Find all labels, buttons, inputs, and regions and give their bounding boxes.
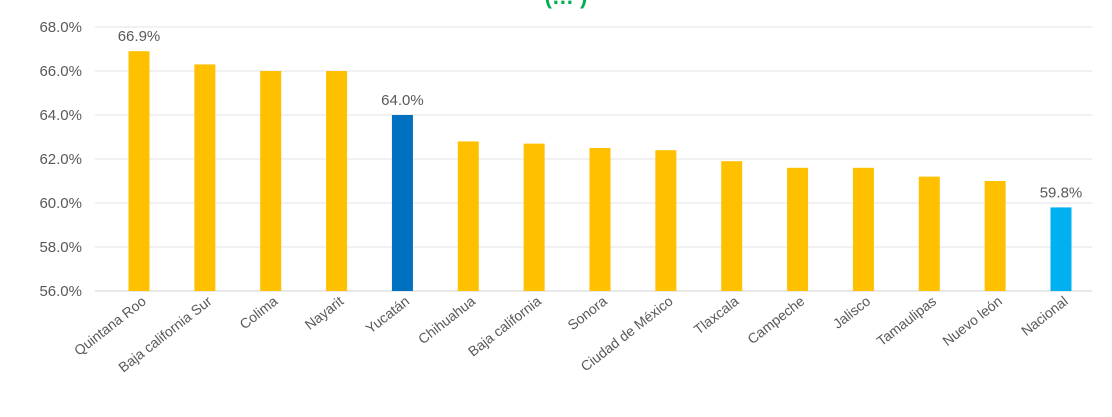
bar: [326, 71, 348, 291]
bar: [128, 51, 150, 292]
x-tick-label: Tamaulipas: [873, 293, 939, 349]
bar: [721, 161, 743, 291]
x-tick-label: Sonora: [564, 293, 610, 334]
y-tick-label: 58.0%: [39, 239, 82, 256]
x-tick-label: Jalisco: [830, 293, 874, 332]
y-tick-label: 62.0%: [39, 151, 82, 168]
bar: [787, 167, 809, 291]
y-tick-label: 64.0%: [39, 107, 82, 124]
x-tick-label: Chihuahua: [415, 293, 478, 347]
data-label: 66.9%: [118, 28, 161, 45]
bar: [391, 115, 413, 291]
bar: [523, 143, 545, 291]
data-label: 64.0%: [381, 92, 424, 109]
chart-title: (… ): [545, 0, 588, 9]
x-tick-label: Nuevo león: [939, 293, 1005, 349]
y-tick-label: 66.0%: [39, 63, 82, 80]
x-tick-label: Nayarit: [302, 293, 347, 333]
bar: [260, 71, 282, 291]
x-tick-label: Tlaxcala: [691, 293, 742, 338]
x-tick-label: Yucatán: [363, 293, 413, 337]
x-tick-label: Baja california: [465, 293, 544, 360]
bar: [984, 181, 1006, 291]
bar: [1050, 207, 1072, 291]
bar: [457, 141, 479, 291]
data-label: 59.8%: [1040, 184, 1083, 201]
bar: [852, 167, 874, 291]
y-tick-label: 56.0%: [39, 283, 82, 300]
bar: [194, 64, 216, 292]
bar: [918, 176, 940, 291]
y-tick-label: 60.0%: [39, 195, 82, 212]
x-tick-label: Campeche: [744, 293, 807, 347]
bar: [655, 150, 677, 291]
y-tick-label: 68.0%: [39, 19, 82, 36]
bar: [589, 148, 611, 291]
x-tick-label: Nacional: [1018, 293, 1071, 339]
x-tick-label: Colima: [236, 293, 280, 333]
